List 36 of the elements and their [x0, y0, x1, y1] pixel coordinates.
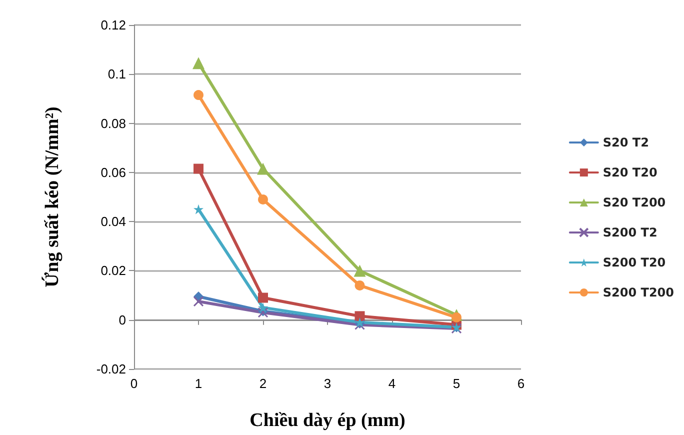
point	[354, 264, 366, 277]
y-tick-label: 0.1	[108, 66, 126, 82]
point	[354, 280, 365, 290]
point	[193, 296, 204, 307]
point	[258, 194, 268, 204]
point	[452, 312, 462, 322]
point	[257, 162, 269, 175]
y-tick-label: 0	[118, 312, 126, 328]
point	[258, 292, 268, 303]
y-tick-label: 0.06	[100, 164, 126, 180]
y-tick-label: 0.08	[100, 116, 126, 131]
y-tick-label: 0.12	[100, 18, 126, 32]
y-tick-label: 0.04	[100, 214, 126, 230]
y-axis-title: Ứng suất kéo (N/mm²)	[41, 106, 63, 288]
point	[354, 311, 365, 322]
y-tick-label: 0.02	[100, 263, 126, 278]
x-tick-label: 4	[388, 376, 396, 391]
x-axis-title: Chiều dày ép (mm)	[250, 410, 406, 431]
legend-label: S20 T200	[602, 196, 666, 210]
x-tick-label: 5	[452, 376, 460, 391]
x-tick-label: 1	[194, 376, 202, 391]
x-tick-label: 3	[324, 376, 332, 391]
legend-label: S200 T20	[602, 256, 666, 270]
point	[192, 57, 204, 70]
legend-label: S20 T20	[602, 166, 658, 180]
x-tick-label: 6	[517, 376, 525, 391]
legend-label: S200 T200	[602, 286, 674, 300]
x-tick-label: 2	[259, 376, 267, 391]
legend-label: S200 T2	[602, 226, 658, 240]
point	[194, 90, 204, 100]
y-tick-label: -0.02	[96, 362, 126, 376]
x-tick-label: 0	[130, 376, 138, 391]
legend-label: S20 T2	[602, 136, 649, 150]
point	[194, 164, 204, 174]
point	[258, 302, 268, 313]
point	[194, 204, 204, 214]
